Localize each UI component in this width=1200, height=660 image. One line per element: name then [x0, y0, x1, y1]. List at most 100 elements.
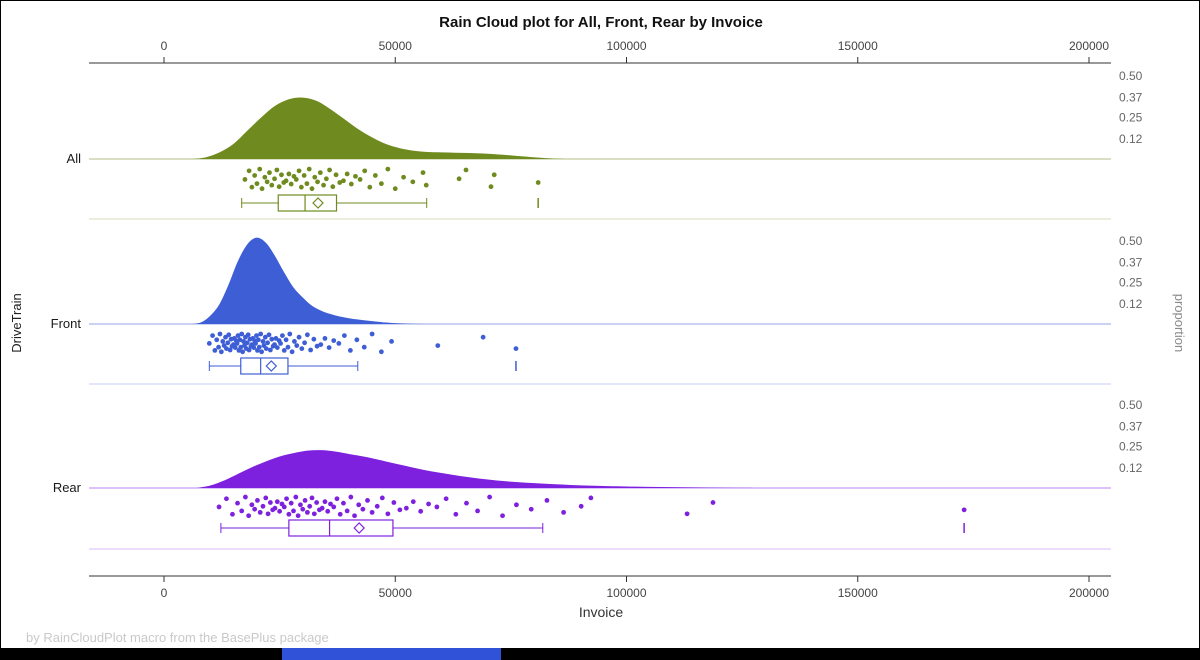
rain-point-front: [259, 349, 264, 355]
rain-point-front: [263, 346, 269, 351]
rain-point-front: [354, 337, 360, 343]
rain-point-all: [327, 167, 332, 173]
rain-point-rear: [309, 495, 315, 501]
rain-point-front: [254, 333, 259, 338]
footer-note: by RainCloudPlot macro from the BasePlus…: [26, 630, 329, 645]
rain-point-all: [367, 184, 373, 190]
bottom-axis-tick-label: 100000: [606, 586, 646, 600]
rain-point-front: [318, 342, 324, 347]
rain-point-rear: [328, 501, 333, 507]
rain-point-all: [269, 182, 275, 188]
rain-point-all: [274, 167, 280, 173]
box-front: [240, 357, 289, 375]
rain-point-all: [330, 184, 336, 190]
rain-point-all: [535, 180, 541, 185]
rain-point-front: [255, 337, 261, 343]
box-all: [277, 194, 338, 212]
rain-point-front: [234, 341, 240, 346]
rain-point-front: [285, 344, 291, 350]
mean-diamond-rear: [353, 522, 366, 534]
rain-point-all: [262, 174, 268, 180]
bottom-axis-tick-label: 200000: [1069, 586, 1109, 600]
rain-point-rear: [249, 502, 255, 508]
proportion-tick-label: 0.25: [1119, 440, 1143, 454]
rain-point-front: [274, 345, 280, 350]
rain-point-rear: [443, 496, 449, 502]
rain-point-front: [389, 339, 394, 344]
y-axis-label: DriveTrain: [9, 293, 24, 352]
rain-point-front: [435, 343, 441, 348]
rain-point-front: [341, 333, 347, 338]
taskbar-item[interactable]: [282, 648, 501, 660]
rain-point-all: [410, 179, 416, 185]
rain-point-rear: [293, 494, 299, 500]
rain-point-rear: [360, 506, 366, 512]
rain-point-rear: [216, 504, 222, 510]
mean-diamond-front: [265, 360, 278, 372]
proportion-tick-label: 0.50: [1119, 398, 1143, 412]
rain-point-all: [309, 186, 315, 192]
rain-point-rear: [344, 508, 350, 514]
rain-point-front: [226, 332, 232, 338]
rain-point-all: [276, 184, 282, 190]
rain-point-front: [265, 340, 270, 346]
rain-point-front: [269, 336, 275, 342]
rain-point-rear: [246, 513, 252, 519]
rain-point-all: [293, 177, 299, 182]
rain-point-rear: [325, 508, 331, 514]
rain-point-rear: [230, 511, 235, 517]
taskbar: [1, 648, 1199, 660]
rain-point-all: [283, 178, 289, 184]
rain-point-all: [267, 170, 272, 176]
density-cloud-front: [191, 237, 423, 324]
proportion-tick-label: 0.25: [1119, 276, 1143, 290]
density-cloud-rear: [196, 450, 766, 488]
rain-point-front: [206, 341, 212, 346]
rain-point-rear: [288, 500, 294, 506]
rain-point-all: [312, 174, 318, 180]
rain-point-all: [246, 168, 252, 174]
rain-point-all: [252, 173, 258, 178]
rain-point-front: [212, 348, 218, 353]
rain-point-all: [333, 172, 339, 178]
rain-point-rear: [379, 495, 385, 501]
rain-point-rear: [369, 509, 375, 515]
rain-point-all: [456, 176, 462, 182]
rain-point-rear: [272, 505, 278, 511]
rain-point-rear: [475, 508, 480, 514]
rain-point-all: [298, 184, 304, 190]
rain-point-front: [214, 337, 220, 343]
rain-point-rear: [352, 513, 357, 519]
rain-point-front: [253, 341, 258, 346]
rain-point-rear: [302, 498, 308, 503]
rain-point-all: [378, 181, 384, 187]
proportion-tick-label: 0.37: [1119, 256, 1143, 270]
rain-point-all: [264, 179, 270, 185]
rain-point-rear: [257, 509, 263, 515]
rain-point-front: [302, 340, 307, 346]
rain-point-front: [322, 336, 328, 341]
rain-point-rear: [255, 498, 260, 503]
rain-point-all: [306, 166, 312, 172]
rain-point-front: [217, 331, 223, 337]
y2-axis-label: proportion: [1172, 294, 1187, 353]
rain-point-front: [292, 339, 297, 344]
rain-point-front: [480, 334, 486, 340]
top-axis-tick-label: 50000: [379, 39, 413, 53]
rain-point-rear: [304, 509, 310, 515]
rain-point-all: [372, 173, 378, 178]
rain-point-front: [244, 340, 250, 346]
rain-point-rear: [374, 503, 380, 509]
rain-point-rear: [224, 496, 229, 502]
rain-point-front: [294, 343, 300, 348]
rain-point-all: [286, 171, 292, 177]
rain-point-all: [463, 167, 469, 173]
rain-point-rear: [307, 503, 313, 509]
rain-point-rear: [286, 511, 292, 517]
rain-point-rear: [487, 494, 492, 500]
rain-point-front: [220, 339, 226, 344]
rain-point-all: [401, 174, 406, 180]
rain-point-rear: [391, 500, 397, 505]
rain-point-rear: [252, 506, 258, 512]
rain-point-rear: [274, 499, 280, 505]
